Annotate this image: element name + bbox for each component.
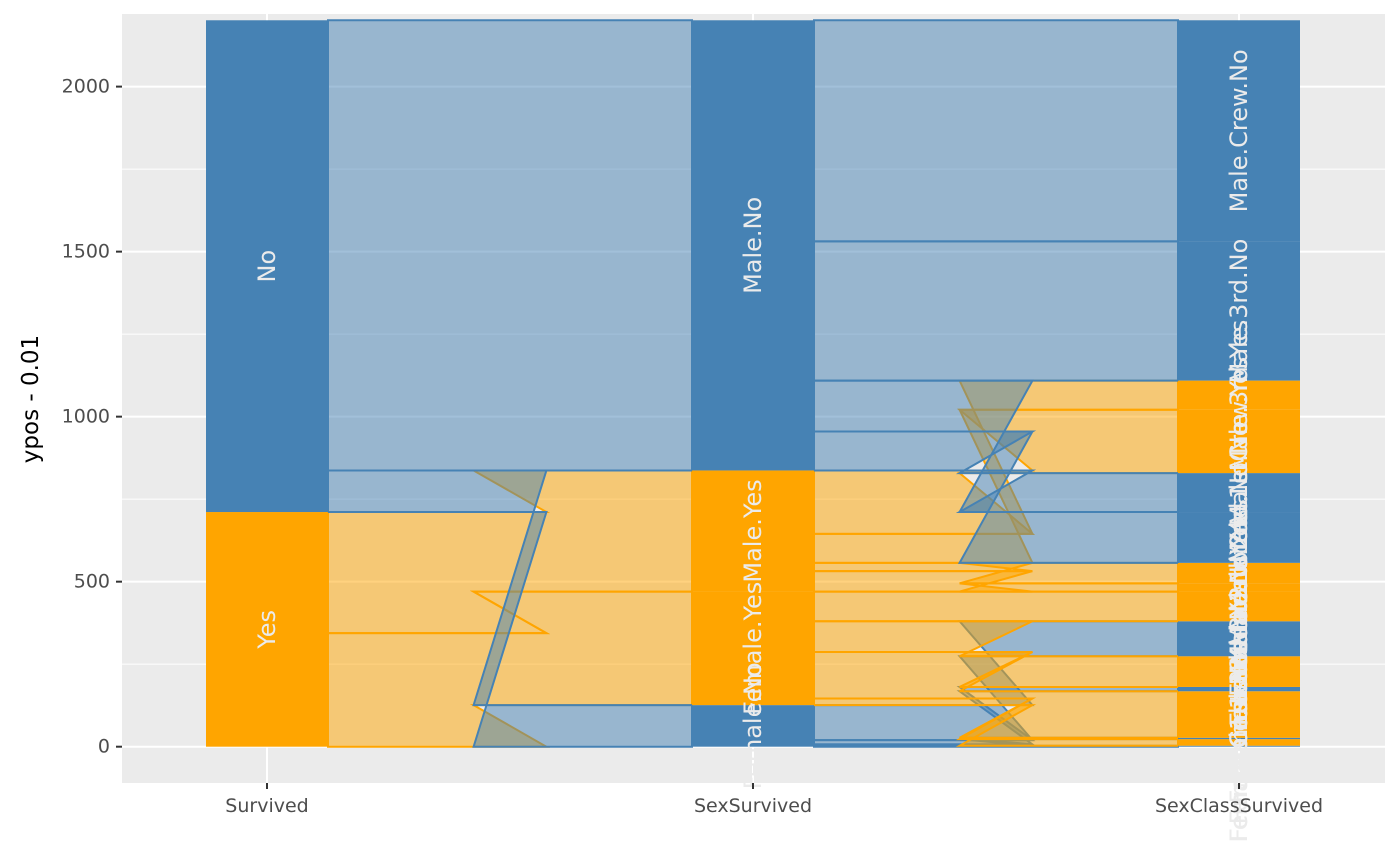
y-tick-label: 1000 xyxy=(62,406,110,428)
node-label: Female.2nd.No xyxy=(1225,599,1253,779)
node-rect xyxy=(692,20,814,471)
axes: 0 500 1000 1500 2000 Survived SexSurvived SexCl… xyxy=(62,76,1323,817)
node-rect xyxy=(1178,686,1300,692)
node-rect xyxy=(1178,745,1300,747)
flow-ribbon xyxy=(813,240,1179,382)
node-rect xyxy=(1178,473,1300,513)
flow-ribbons xyxy=(327,19,1179,748)
node-label: Female.1st.No xyxy=(1225,653,1253,825)
node-label: Female.2nd.Yes xyxy=(1225,578,1253,765)
y-tick-label: 1500 xyxy=(62,241,110,263)
node-label: Male.2nd.Yes xyxy=(1225,509,1253,666)
flow-ribbon xyxy=(813,19,1179,243)
node-rect xyxy=(1178,691,1300,738)
node-label: No xyxy=(253,250,281,283)
y-tick-label: 500 xyxy=(74,571,110,593)
node-label: Female.No xyxy=(739,662,767,789)
y-tick-label: 2000 xyxy=(62,76,110,98)
node-rect xyxy=(206,20,328,513)
node-rect xyxy=(1178,739,1300,746)
node-label: Female.1st.Yes xyxy=(1225,626,1253,804)
flow-ribbon xyxy=(327,19,693,472)
node-label: Male.2nd.No xyxy=(1225,462,1253,612)
node-rect xyxy=(1178,656,1300,687)
node-label: Male.1st.No xyxy=(1225,422,1253,564)
node-rect xyxy=(692,705,814,747)
node-label: Male.1st.Yes xyxy=(1225,499,1253,647)
node-rect xyxy=(1178,380,1300,410)
node-label: Female.Crew.Yes xyxy=(1225,643,1253,842)
node-rect xyxy=(1178,591,1300,622)
node-label: Male.Yes xyxy=(739,479,767,582)
node-rect xyxy=(206,512,328,747)
node-label: Male.3rd.Yes xyxy=(1225,320,1253,471)
node-rect xyxy=(1178,562,1300,584)
node-label: Female.Crew.No xyxy=(1225,650,1253,843)
node-label: Female.Yes xyxy=(739,582,767,715)
flow-ribbon xyxy=(813,590,1179,623)
node-rect xyxy=(1178,737,1300,740)
node-rect xyxy=(1178,512,1300,563)
node-label: Male.Crew.No xyxy=(1225,49,1253,212)
node-rect xyxy=(692,591,814,706)
stage-nodes xyxy=(206,20,1300,747)
x-tick-label: SexClassSurvived xyxy=(1155,795,1323,817)
node-label: Female.3rd.No xyxy=(1225,551,1253,726)
node-label: Yes xyxy=(253,610,281,650)
node-label: Female.3rd.Yes xyxy=(1225,516,1253,697)
node-label: Male.No xyxy=(739,197,767,294)
y-tick-label: 0 xyxy=(98,736,110,758)
x-tick-label: SexSurvived xyxy=(694,795,812,817)
node-rect xyxy=(692,470,814,592)
node-label: Male.3rd.No xyxy=(1225,239,1253,384)
node-rect xyxy=(1178,20,1300,242)
node-rect xyxy=(1178,621,1300,657)
node-rect xyxy=(1178,241,1300,381)
x-tick-label: Survived xyxy=(225,795,308,817)
y-axis-title: ypos - 0.01 xyxy=(18,335,44,463)
node-rect xyxy=(1178,583,1300,592)
node-label: Male.Crew.Yes xyxy=(1225,357,1253,526)
node-rect xyxy=(1178,409,1300,474)
